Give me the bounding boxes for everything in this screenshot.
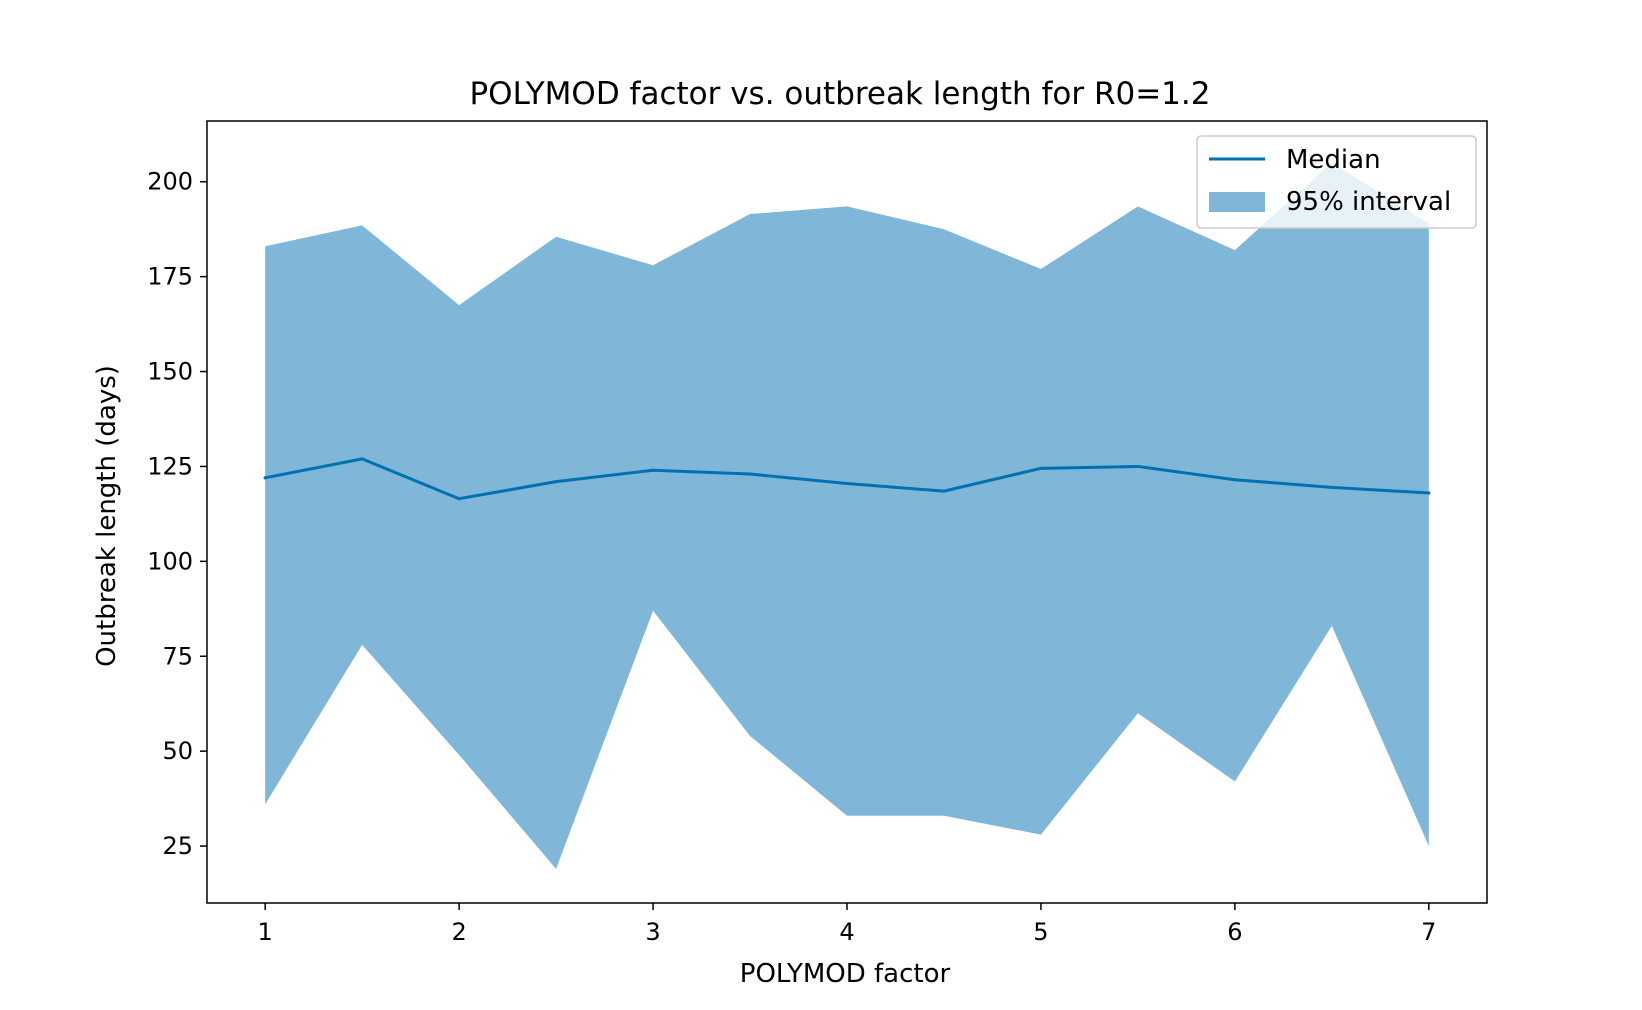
y-tick-label: 125	[147, 452, 193, 480]
median-point	[457, 497, 461, 501]
median-point	[1233, 478, 1237, 482]
y-tick-label: 200	[147, 168, 193, 196]
y-tick-label: 175	[147, 263, 193, 291]
median-point	[845, 481, 849, 486]
chart-title: POLYMOD factor vs. outbreak length for R…	[469, 76, 1210, 112]
y-axis-label: Outbreak length (days)	[92, 365, 122, 667]
legend: Median 95% interval	[1196, 135, 1477, 229]
median-point	[942, 489, 946, 493]
x-tick-label: 2	[451, 918, 466, 946]
x-tick-label: 6	[1227, 918, 1242, 946]
axes: 1 2 3 4 5 6 7 25 50 75 100 125 150 175 200	[147, 120, 1488, 946]
x-tick-label: 3	[645, 918, 660, 946]
plot-area	[263, 162, 1431, 869]
y-tick-label: 50	[162, 737, 193, 765]
median-point	[1427, 491, 1431, 495]
legend-interval-label: 95% interval	[1286, 187, 1451, 217]
median-point	[748, 472, 752, 476]
legend-frame	[1196, 135, 1477, 229]
interval-band	[265, 162, 1429, 869]
x-axis-label: POLYMOD factor	[740, 959, 951, 989]
legend-interval-swatch	[1209, 192, 1265, 212]
median-point	[1039, 466, 1043, 470]
legend-median-label: Median	[1286, 145, 1381, 175]
y-tick-label: 100	[147, 547, 193, 575]
x-tick-label: 4	[839, 918, 854, 946]
x-tick-label: 5	[1033, 918, 1048, 946]
y-tick-label: 75	[162, 642, 193, 670]
y-tick-label: 25	[162, 832, 193, 860]
median-point	[263, 476, 267, 480]
median-point	[651, 468, 655, 472]
y-tick-label: 150	[147, 358, 193, 386]
x-tick-label: 7	[1421, 918, 1436, 946]
x-tick-label: 1	[258, 918, 273, 946]
median-point	[554, 480, 558, 484]
median-point	[360, 457, 364, 461]
median-point	[1136, 464, 1140, 469]
median-point	[1330, 485, 1334, 489]
